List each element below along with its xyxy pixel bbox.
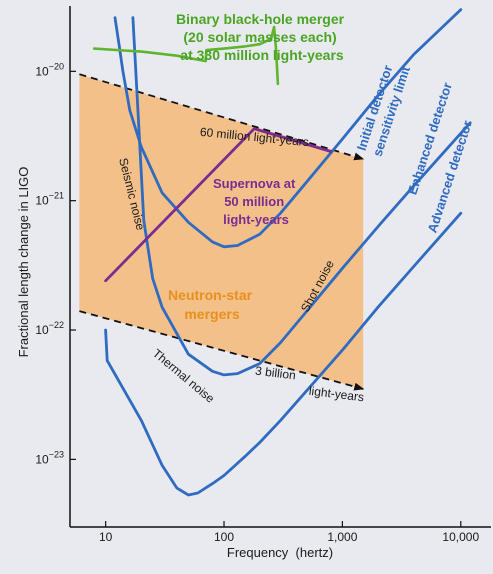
- y-tick-label: 10−23: [35, 449, 64, 466]
- neutron-star-region: [79, 74, 364, 389]
- x-tick-label: 100: [214, 530, 234, 544]
- y-tick-label-exponent: −23: [49, 449, 64, 459]
- series-initial-detector: [113, 8, 463, 249]
- distance-3-billion-label-b: light-years: [308, 384, 365, 405]
- y-tick-label-base: 10: [35, 323, 49, 337]
- supernova-label: Supernova at 50 million light-years: [213, 176, 299, 227]
- y-tick-label-exponent: −20: [49, 61, 64, 71]
- y-axis-title: Fractional length change in LIGO: [16, 167, 31, 358]
- binary-merger-label-line-1: Binary black-hole merger: [176, 11, 345, 27]
- y-tick-label-exponent: −22: [49, 320, 64, 330]
- supernova-label-line-1: Supernova at: [213, 176, 296, 191]
- y-tick-label: 10−21: [35, 191, 64, 208]
- series-enhanced-detector: [131, 16, 472, 377]
- neutron-star-label-line-2: mergers: [184, 306, 239, 322]
- x-tick-label: 10: [99, 530, 113, 544]
- series-advanced-detector: [104, 211, 463, 497]
- series-binary-black-hole: [92, 25, 280, 86]
- supernova-label-line-3: light-years: [223, 212, 289, 227]
- x-tick-label: 1,000: [327, 530, 357, 544]
- binary-merger-label-line-2: (20 solar masses each): [183, 29, 336, 45]
- distance-3-billion-label-a: 3 billion: [254, 364, 296, 383]
- y-tick-label: 10−22: [35, 320, 64, 337]
- reference-line-3-billion: [79, 310, 365, 391]
- neutron-star-label: Neutron-star mergers: [168, 287, 256, 322]
- x-tick-label: 10,000: [442, 530, 479, 544]
- y-tick-label-base: 10: [35, 194, 49, 208]
- binary-merger-label-line-3: at 330 million light-years: [180, 47, 344, 63]
- supernova-label-line-2: 50 million: [224, 194, 284, 209]
- x-axis-title: Frequency (hertz): [227, 545, 333, 560]
- y-tick-label-base: 10: [35, 64, 49, 78]
- series-supernova: [104, 127, 333, 283]
- y-tick-label-base: 10: [35, 452, 49, 466]
- y-tick-label: 10−20: [35, 61, 64, 78]
- binary-merger-label: Binary black-hole merger (20 solar masse…: [176, 11, 348, 63]
- neutron-star-label-line-1: Neutron-star: [168, 287, 253, 303]
- y-tick-label-exponent: −21: [49, 191, 64, 201]
